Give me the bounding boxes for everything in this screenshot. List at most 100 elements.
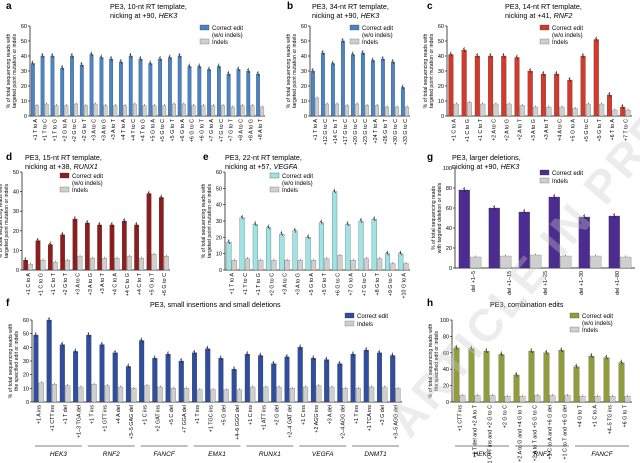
panel-b-dot [332,63,334,64]
panel-b-bar-indels [405,106,410,117]
panel-f-dot [353,354,355,356]
panel-g-xtick-label: del +1–30 [579,271,585,295]
panel-c-legend-label-correct: Correct edit [552,26,583,32]
panel-e-bar-correct [266,227,272,271]
panel-b-dot [371,58,373,60]
panel-c-dot [543,74,545,76]
panel-f-dot [128,367,130,369]
panel-d-bar-correct [158,197,164,271]
panel-e-dot [373,218,375,220]
panel-e-dot [242,218,244,220]
panel-b-xtick-label: +23 G to C [363,119,369,145]
panel-e-dot [387,254,389,256]
panel-d-ylabel-line-0: % of total sequencing reads with [0,184,4,259]
panel-a-dot [129,54,131,56]
panel-e-dot [308,238,310,240]
panel-a-xtick-label: +4 T to A [121,119,127,141]
panel-a-dot [218,66,220,67]
panel-a-bar-correct [119,61,123,117]
panel-f-bar-correct [297,347,303,403]
panel-f-bar-correct [363,349,369,403]
panel-g-bar-indels [500,255,512,269]
panel-e-bar-indels [363,258,369,271]
panel-e-dot [267,225,269,227]
panel-a-bar-indels [230,106,235,117]
panel-a-ytick-label: 30 [21,69,27,75]
panel-h-group-label: HEK3 [474,451,491,458]
panel-a-dot [41,54,43,56]
panel-f-bar-indels [329,386,335,403]
panel-f-dot [287,357,289,359]
panel-d-title-line-0: PE3, 15-nt RT template, [25,153,102,162]
panel-f-bar-indels [303,386,309,403]
panel-d-dot [161,198,163,200]
panel-g-bar-correct [578,216,590,269]
panel-a-bar-indels [172,103,176,117]
panel-b-dot [313,71,315,73]
panel-b-ytick-label: 30 [301,69,307,75]
panel-h-dot [561,349,562,351]
panel-e-dot [359,219,361,221]
panel-d-dot [86,221,88,223]
panel-f-dot [392,356,394,358]
panel-c-ytick-label: 10 [438,99,444,105]
panel-f-bar-indels [157,386,163,403]
panel-a-bar-indels [93,103,98,117]
panel-c-dot [622,106,624,108]
panel-g-dot [613,214,615,216]
panel-c-xtick-label: +2 A to G [504,119,510,141]
panel-h-dot [500,352,502,354]
panel-g-bar-indels [470,256,482,269]
panel-e-legend-label-correct: Correct edit [282,174,313,180]
panel-e-bar-correct [305,237,311,271]
panel-a-bar-indels [201,105,206,117]
panel-h-dot [471,349,473,351]
panel-h-dot [591,356,593,358]
panel-c-ytick-label: 0 [441,114,444,120]
panel-c-dot [568,78,570,80]
panel-f-bar-correct [205,348,211,403]
panel-a-xtick-label: +2 G to C [72,119,78,142]
panel-c-dot [556,73,558,75]
panel-d-dot [123,220,125,222]
panel-f-ylabel-line-1: the specified edit or indels [14,331,20,391]
panel-a-dot [120,61,122,63]
panel-b-dot [342,40,344,42]
panel-a-dot [100,57,102,58]
panel-a-bar-correct [207,69,211,117]
panel-f-bar-correct [46,319,52,403]
panel-f-ytick-label: 30 [23,359,29,365]
panel-e-xtick-label: +2 G to C [269,273,275,296]
panel-c-legend-swatch-correct [539,24,550,31]
panel-d-bar-correct [146,193,152,271]
panel-f-bar-indels [184,388,190,403]
panel-d-bar-indels [102,258,108,271]
panel-d-xtick-label: +3 A to G [88,273,94,295]
panel-f-dot [61,344,63,346]
panel-b-dot [393,62,395,64]
panel-d-dot [160,196,162,198]
panel-f-bar-indels [118,386,124,403]
panel-f-dot [326,359,328,361]
panel-f-xtick-label: +1 TCA ins [367,405,373,432]
panel-d-xtick-label: +3 A to C [76,273,82,295]
panel-c-legend-swatch-indels [539,38,550,45]
panel-f-bar-correct [178,360,184,403]
panel-h-dot [605,356,607,358]
panel-c-bar-correct [606,94,613,117]
panel-f-bar-correct [86,334,92,403]
panel-d-ytick-label: 50 [13,170,19,176]
panel-f-bar-correct [99,344,105,403]
panel-h-bar-correct [543,352,550,403]
panel-a-bar-indels [250,105,255,117]
panel-f-dot [166,352,168,354]
panel-h-xtick-label: +1 C to A and +6 G del [548,405,554,460]
panel-b-dot [333,64,335,66]
panel-f-dot [100,342,102,344]
panel-d-ytick-label: 0 [16,268,19,274]
panel-d-letter: d [6,152,12,163]
panel-e-legend-swatch-indels [269,186,280,193]
panel-b-dot [312,70,314,72]
panel-a-dot [159,58,161,60]
panel-a-bar-correct [40,55,45,117]
